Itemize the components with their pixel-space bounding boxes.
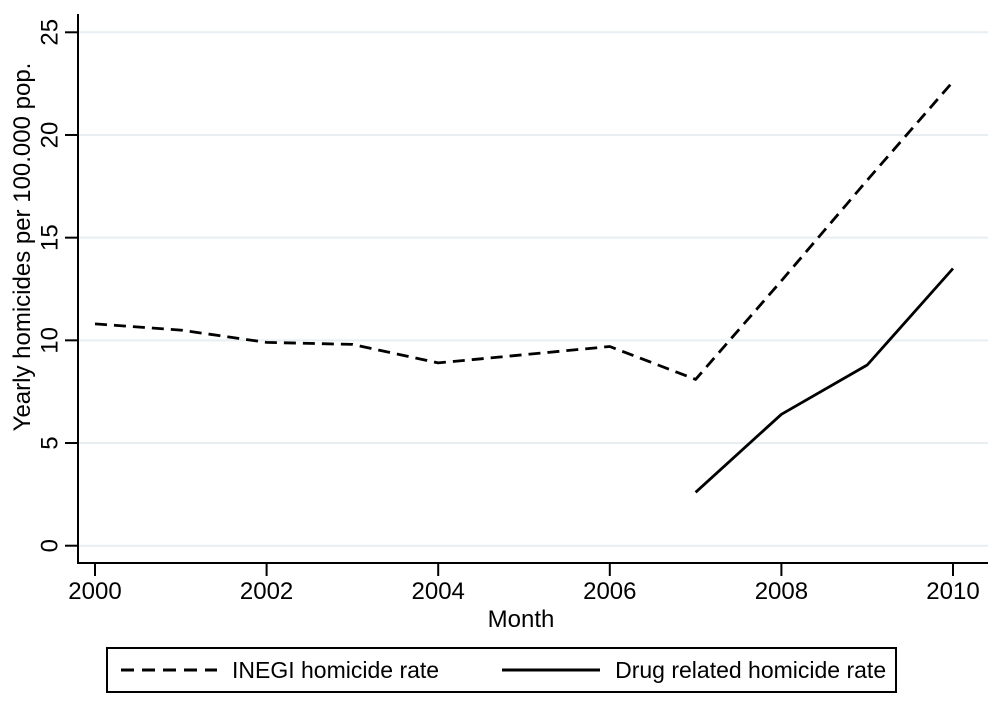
x-tick-label: 2004 xyxy=(412,578,465,605)
legend-label-drug-related: Drug related homicide rate xyxy=(615,656,887,683)
y-tick-label: 25 xyxy=(37,19,64,46)
y-tick-label: 20 xyxy=(37,122,64,149)
x-tick-label: 2000 xyxy=(68,578,121,605)
data-series-lines xyxy=(94,80,955,494)
y-tick-label: 0 xyxy=(37,539,64,552)
y-axis-title: Yearly homicides per 100.000 pop. xyxy=(9,63,36,432)
y-axis-ticks: 0 5 10 15 20 25 xyxy=(37,19,78,552)
x-axis-title: Month xyxy=(488,606,555,633)
x-axis-ticks: 2000 2002 2004 2006 2008 2010 xyxy=(68,563,980,605)
gridlines xyxy=(79,31,988,547)
x-tick-label: 2010 xyxy=(926,578,979,605)
dashed-line-sample xyxy=(121,668,217,672)
x-tick-label: 2006 xyxy=(583,578,636,605)
x-tick-label: 2002 xyxy=(240,578,293,605)
line-chart: 0 5 10 15 20 25 2000 2002 2004 2006 2008 2010 Mont… xyxy=(9,14,988,633)
legend-label-inegi: INEGI homicide rate xyxy=(232,656,440,683)
series-line-solid xyxy=(694,267,955,494)
x-tick-label: 2008 xyxy=(755,578,808,605)
legend-item-drug-related: Drug related homicide rate xyxy=(501,657,886,684)
y-tick-label: 15 xyxy=(37,224,64,251)
legend: INEGI homicide rate Drug related homicid… xyxy=(106,647,897,693)
y-tick-label: 10 xyxy=(37,327,64,354)
legend-item-inegi: INEGI homicide rate xyxy=(120,657,439,684)
axes xyxy=(77,14,988,564)
series-line-dashed xyxy=(94,80,955,381)
solid-line-sample xyxy=(502,668,601,672)
y-tick-label: 5 xyxy=(37,436,64,449)
